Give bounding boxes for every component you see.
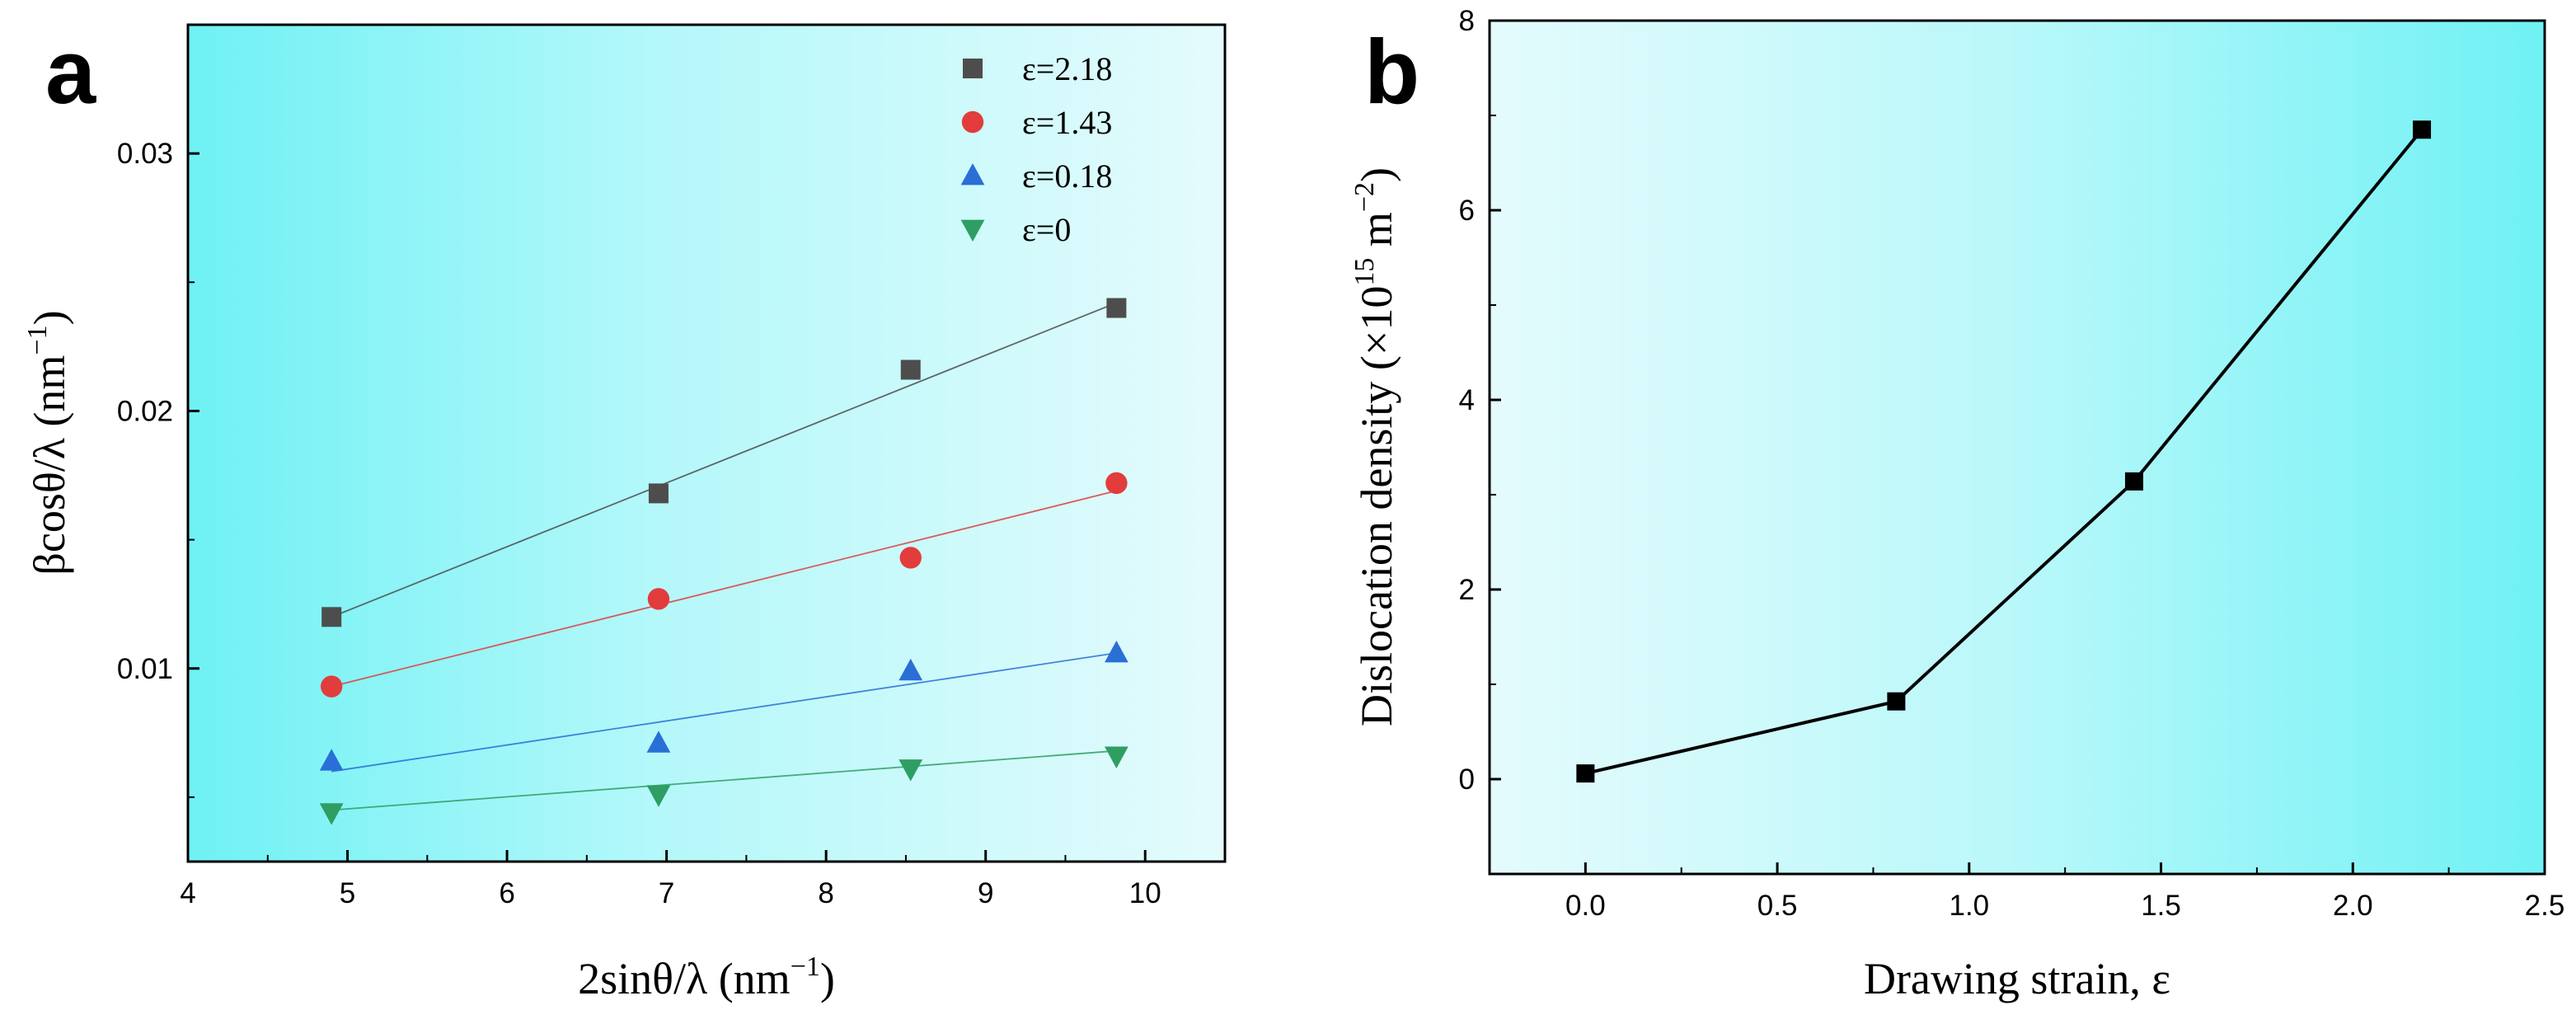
panel-b-y-axis-title: Dislocation density (×1015 m−2): [1349, 167, 1401, 726]
y-tick-label: 0.02: [117, 395, 173, 427]
y-tick-label: 4: [1459, 384, 1475, 416]
data-point: [1576, 764, 1595, 783]
panel-b-data-line: [1584, 128, 2424, 776]
legend-marker-2: [960, 163, 985, 186]
legend-marker-0: [963, 59, 983, 78]
fit-line-series-0: [331, 302, 1117, 618]
data-point-series-0: [1106, 298, 1127, 318]
x-tick-label: 0.0: [1565, 890, 1606, 922]
x-tick-label: 7: [659, 877, 674, 909]
panel-a-plot-area: [188, 25, 1225, 862]
panel-b-letter: b: [1364, 21, 1419, 123]
panel-a-x-axis-title: 2sinθ/λ (nm−1): [578, 951, 835, 1003]
panel-b-frame: [1488, 19, 2546, 876]
x-tick-label: 0.5: [1757, 890, 1798, 922]
data-point-series-3: [319, 803, 344, 825]
data-point-series-1: [899, 547, 922, 569]
data-point: [2413, 120, 2432, 139]
legend-label-2: ε=0.18: [1022, 157, 1112, 195]
data-point-series-3: [646, 785, 671, 807]
x-tick-label: 1.0: [1949, 890, 1989, 922]
x-tick-label: 8: [818, 877, 833, 909]
data-point-series-0: [648, 483, 669, 504]
data-point-series-2: [319, 749, 344, 771]
panel-a-fit-lines: [331, 302, 1117, 811]
y-tick-label: 0: [1459, 763, 1475, 796]
data-point: [1887, 692, 1906, 711]
data-point-series-2: [1104, 641, 1128, 663]
data-point-series-0: [900, 359, 921, 380]
series-line: [1584, 128, 2424, 776]
panel-a-frame: [186, 23, 1227, 863]
panel-b-x-axis-title: Drawing strain, ε: [1864, 954, 2170, 1003]
x-tick-label: 9: [978, 877, 993, 909]
data-point-series-3: [1104, 746, 1128, 768]
y-tick-label: 2: [1459, 574, 1475, 606]
x-tick-label: 1.5: [2141, 890, 2181, 922]
panel-b: 0.0 0.5 1.0 1.5 2.0 2.5 0 2 4 6 8 b Drawing strai…: [1349, 5, 2564, 1003]
data-point-series-1: [1105, 472, 1128, 495]
legend-label-3: ε=0: [1022, 211, 1071, 248]
panel-a-letter: a: [45, 21, 96, 123]
panel-b-data-points: [1576, 120, 2432, 783]
data-point-series-1: [647, 588, 670, 610]
panel-a-y-axis-title: βcosθ/λ (nm−1): [22, 310, 74, 575]
data-point: [2124, 472, 2143, 491]
data-point-series-2: [646, 730, 671, 753]
y-tick-label: 6: [1459, 195, 1475, 227]
x-tick-label: 2.0: [2333, 890, 2373, 922]
data-point-series-1: [320, 675, 343, 698]
panel-a-y-axis: 0.01 0.02 0.03: [117, 138, 199, 798]
legend-label-0: ε=2.18: [1022, 50, 1112, 87]
y-tick-label: 0.03: [117, 138, 173, 170]
y-tick-label: 8: [1459, 5, 1475, 37]
x-tick-label: 10: [1129, 877, 1161, 909]
panel-b-y-axis: 0 2 4 6 8: [1459, 5, 1501, 796]
x-tick-label: 6: [499, 877, 514, 909]
legend-marker-3: [960, 219, 985, 242]
panel-a-legend: ε=2.18 ε=1.43 ε=0.18 ε=0: [960, 50, 1112, 248]
fit-line-series-2: [331, 652, 1117, 773]
panel-a-data-points: [319, 298, 1128, 825]
fit-line-series-3: [331, 749, 1117, 811]
data-point-series-3: [899, 759, 923, 782]
y-tick-label: 0.01: [117, 653, 173, 685]
x-tick-label: 5: [340, 877, 355, 909]
legend-label-1: ε=1.43: [1022, 104, 1112, 141]
panel-b-plot-area: [1490, 21, 2545, 874]
x-tick-label: 2.5: [2525, 890, 2565, 922]
legend-marker-1: [961, 110, 984, 134]
x-tick-label: 4: [180, 877, 195, 909]
panel-b-x-axis: 0.0 0.5 1.0 1.5 2.0 2.5: [1565, 862, 2564, 922]
data-point-series-2: [899, 658, 923, 681]
data-point-series-0: [321, 607, 342, 627]
panel-a-x-axis: 4 5 6 7 8 9 10: [180, 850, 1161, 909]
panel-a: 4 5 6 7 8 9 10 0.01 0.02 0.03 ε=2.18 ε=1.43 ε=0.18…: [22, 21, 1227, 1003]
fit-line-series-1: [331, 490, 1117, 688]
